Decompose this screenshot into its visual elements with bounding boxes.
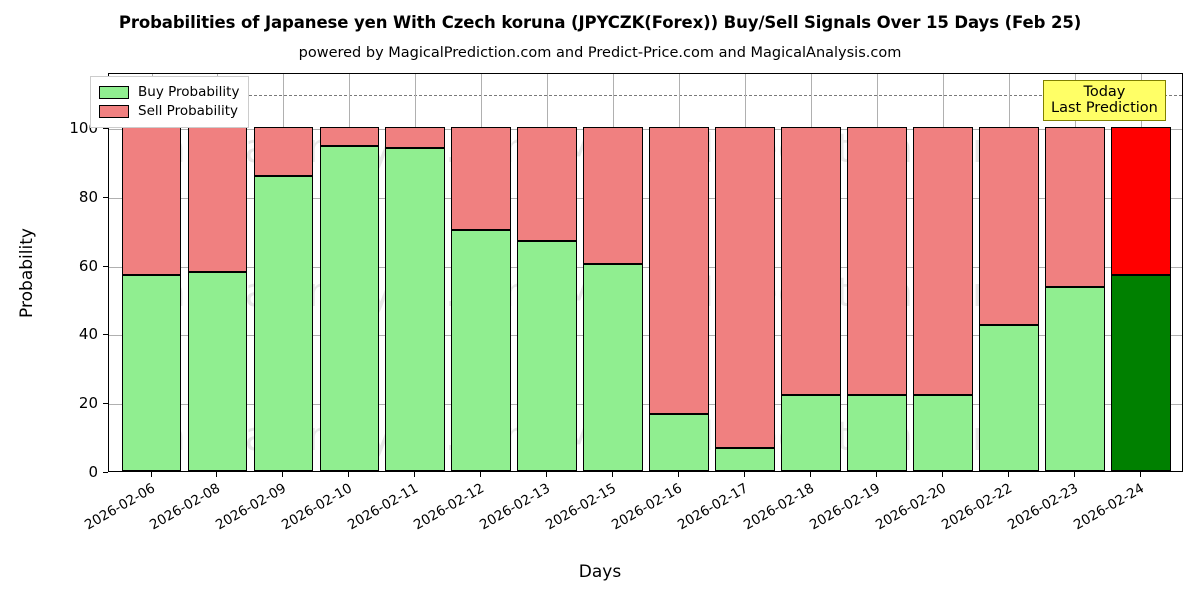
- bar-segment-sell[interactable]: [121, 127, 182, 275]
- bar-segment-sell[interactable]: [583, 127, 644, 264]
- x-axis-tick-mark: [480, 472, 482, 477]
- bar-segment-buy[interactable]: [1110, 274, 1171, 471]
- bar-segment-sell[interactable]: [187, 127, 248, 272]
- bar-segment-sell[interactable]: [517, 127, 578, 241]
- bar-segment-buy[interactable]: [847, 395, 907, 471]
- bar-segment-sell[interactable]: [451, 127, 512, 231]
- x-axis-tick-mark: [150, 472, 152, 477]
- legend-item-sell: Sell Probability: [99, 102, 239, 121]
- x-axis-tick-mark: [1073, 472, 1075, 477]
- y-axis-tick-mark: [103, 472, 108, 473]
- bar-segment-sell[interactable]: [253, 127, 314, 177]
- bar-segment-buy[interactable]: [517, 240, 578, 471]
- gridline-horizontal: [109, 335, 1182, 337]
- bar-stacked[interactable]: [319, 127, 380, 471]
- y-axis-label: Probability: [17, 227, 37, 318]
- bar-segment-sell[interactable]: [1110, 127, 1171, 275]
- today-label-line1: Today: [1083, 84, 1126, 100]
- bar-segment-buy[interactable]: [979, 324, 1039, 471]
- y-axis-tick-label: 80: [78, 187, 98, 206]
- bar-stacked[interactable]: [517, 127, 578, 471]
- bar-segment-sell[interactable]: [979, 127, 1039, 325]
- bar-stacked[interactable]: [715, 127, 775, 471]
- bar-stacked[interactable]: [1045, 127, 1105, 471]
- y-axis-tick-mark: [103, 403, 108, 405]
- page-title: Probabilities of Japanese yen With Czech…: [118, 13, 1082, 32]
- bar-segment-buy[interactable]: [385, 148, 446, 471]
- bar-segment-sell[interactable]: [1045, 127, 1105, 288]
- x-axis-tick-mark: [282, 472, 284, 477]
- bar-segment-buy[interactable]: [913, 395, 973, 471]
- legend-swatch-sell: [99, 105, 129, 118]
- y-axis-tick-mark: [103, 128, 108, 130]
- bar-segment-sell[interactable]: [847, 127, 907, 396]
- x-axis-label: Days: [578, 562, 622, 582]
- y-axis-tick-mark: [103, 265, 108, 267]
- chart-subtitle: powered by MagicalPrediction.com and Pre…: [298, 45, 902, 61]
- x-axis-tick-mark: [941, 472, 943, 477]
- bar-segment-buy[interactable]: [583, 263, 644, 471]
- bar-segment-sell[interactable]: [913, 127, 973, 396]
- bar-segment-buy[interactable]: [121, 274, 182, 471]
- y-axis-tick-label: 20: [78, 394, 98, 413]
- x-axis-tick-mark: [414, 472, 416, 477]
- x-axis-tick-mark: [744, 472, 746, 477]
- y-axis-tick-label: 40: [78, 325, 98, 344]
- x-axis-tick-mark: [612, 472, 614, 477]
- bar-stacked[interactable]: [847, 127, 907, 471]
- legend-swatch-buy: [99, 86, 129, 99]
- x-axis-tick-mark: [1007, 472, 1009, 477]
- bar-segment-sell[interactable]: [781, 127, 841, 396]
- gridline-horizontal: [109, 266, 1182, 268]
- bar-stacked[interactable]: [979, 127, 1039, 471]
- bar-stacked[interactable]: [583, 127, 644, 471]
- bar-today[interactable]: [1110, 127, 1171, 471]
- bar-segment-buy[interactable]: [319, 146, 380, 471]
- gridline-horizontal: [109, 129, 1182, 131]
- bar-stacked[interactable]: [253, 127, 314, 471]
- y-axis-tick-mark: [103, 334, 108, 336]
- gridline-horizontal: [109, 197, 1182, 199]
- bar-segment-buy[interactable]: [781, 395, 841, 471]
- x-axis-tick-mark: [348, 472, 350, 477]
- today-annotation: Today Last Prediction: [1043, 80, 1166, 122]
- x-axis-tick-mark: [875, 472, 877, 477]
- bar-stacked[interactable]: [121, 127, 182, 471]
- bar-stacked[interactable]: [781, 127, 841, 471]
- bar-segment-sell[interactable]: [319, 127, 380, 147]
- bar-segment-buy[interactable]: [253, 176, 314, 471]
- y-axis-label-wrap: Probability: [14, 73, 40, 472]
- today-label-line2: Last Prediction: [1051, 100, 1158, 117]
- bar-segment-buy[interactable]: [187, 271, 248, 471]
- bar-segment-buy[interactable]: [451, 230, 512, 471]
- x-axis-tick-mark: [810, 472, 812, 477]
- bar-segment-sell[interactable]: [715, 127, 775, 449]
- reference-line: [109, 94, 1182, 96]
- bars-layer: [109, 74, 1182, 471]
- bar-stacked[interactable]: [187, 127, 248, 471]
- bar-stacked[interactable]: [649, 127, 709, 471]
- x-axis-tick-mark: [1139, 472, 1141, 477]
- bar-segment-buy[interactable]: [715, 448, 775, 471]
- bar-segment-sell[interactable]: [385, 127, 446, 149]
- y-axis-tick-mark: [103, 196, 108, 198]
- legend-label-sell: Sell Probability: [138, 102, 239, 119]
- bar-stacked[interactable]: [385, 127, 446, 471]
- gridline-horizontal: [109, 404, 1182, 406]
- legend-label-buy: Buy Probability: [138, 83, 240, 100]
- chart-legend: Buy Probability Sell Probability: [90, 76, 250, 128]
- bar-segment-buy[interactable]: [1045, 287, 1105, 471]
- bar-segment-sell[interactable]: [649, 127, 709, 415]
- plot-area: MagicalAnalysis.comMagicalPrediction.com…: [108, 73, 1183, 472]
- x-axis-tick-mark: [546, 472, 548, 477]
- x-axis-tick-mark: [216, 472, 218, 477]
- bar-stacked[interactable]: [913, 127, 973, 471]
- bar-stacked[interactable]: [451, 127, 512, 471]
- x-axis-tick-mark: [678, 472, 680, 477]
- y-axis-tick-label: 60: [78, 256, 98, 275]
- y-axis-tick-label: 0: [88, 463, 98, 481]
- bar-segment-buy[interactable]: [649, 414, 709, 471]
- legend-item-buy: Buy Probability: [99, 83, 239, 102]
